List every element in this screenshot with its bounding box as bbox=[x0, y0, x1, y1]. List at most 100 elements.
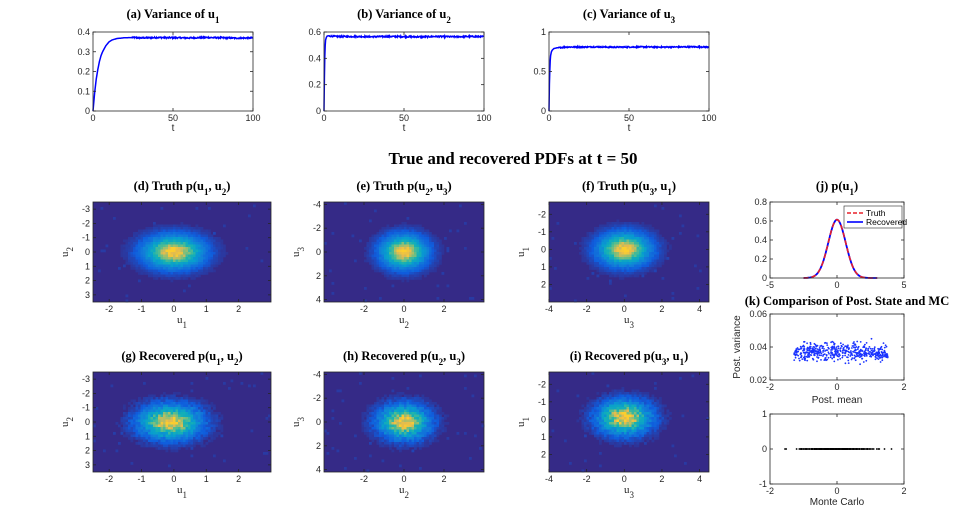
heatmap-cell bbox=[399, 234, 402, 238]
heatmap-cell bbox=[401, 444, 405, 448]
heatmap-cell bbox=[205, 417, 209, 420]
panel-b-ytick-label: 0.6 bbox=[308, 27, 321, 37]
heatmap-cell bbox=[133, 237, 136, 240]
heatmap-cell bbox=[411, 224, 415, 228]
heatmap-cell bbox=[389, 239, 392, 243]
heatmap-cell bbox=[163, 269, 166, 273]
heatmap-cell bbox=[198, 274, 201, 278]
panel-i-ytick-label: 1 bbox=[541, 432, 546, 442]
heatmap-cell bbox=[193, 414, 196, 418]
heatmap-cell bbox=[684, 462, 687, 465]
panel-e-ytick-label: 4 bbox=[316, 295, 321, 305]
heatmap-cell bbox=[401, 222, 405, 225]
heatmap-cell bbox=[651, 417, 655, 420]
heatmap-cell bbox=[215, 254, 219, 258]
heatmap-cell bbox=[185, 234, 189, 238]
heatmap-cell bbox=[389, 264, 392, 268]
heatmap-cell bbox=[138, 257, 141, 260]
heatmap-cell bbox=[399, 427, 402, 430]
heatmap-cell bbox=[379, 229, 382, 233]
heatmap-cell bbox=[168, 264, 171, 268]
heatmap-cell bbox=[135, 232, 139, 235]
scatter-point bbox=[851, 347, 853, 349]
heatmap-cell bbox=[391, 229, 395, 233]
scatter-point bbox=[858, 353, 861, 356]
heatmap-cell bbox=[391, 389, 395, 393]
heatmap-cell bbox=[644, 414, 647, 418]
heatmap-cell bbox=[163, 444, 166, 448]
heatmap-cell bbox=[634, 264, 637, 268]
scatter-point bbox=[881, 359, 884, 362]
heatmap-cell bbox=[426, 262, 430, 265]
heatmap-cell bbox=[123, 427, 126, 430]
heatmap-cell bbox=[649, 257, 652, 260]
scatter-point bbox=[828, 352, 830, 355]
heatmap-cell bbox=[604, 437, 607, 440]
heatmap-cell bbox=[123, 429, 126, 433]
heatmap-cell bbox=[414, 239, 417, 243]
heatmap-cell bbox=[419, 437, 422, 440]
panel-a-xtick-label: 100 bbox=[245, 113, 260, 123]
heatmap-cell bbox=[158, 249, 161, 253]
heatmap-cell bbox=[103, 249, 106, 253]
heatmap-cell bbox=[419, 242, 422, 245]
heatmap-cell bbox=[584, 254, 587, 258]
heatmap-cell bbox=[391, 417, 395, 420]
heatmap-cell bbox=[614, 437, 617, 440]
heatmap-cell bbox=[634, 397, 637, 400]
heatmap-cell bbox=[419, 264, 422, 268]
heatmap-cell bbox=[180, 432, 184, 435]
heatmap-cell bbox=[210, 264, 214, 268]
heatmap-cell bbox=[406, 259, 410, 263]
heatmap-cell bbox=[396, 259, 400, 263]
scatter-point bbox=[824, 357, 827, 359]
heatmap-cell bbox=[599, 452, 602, 455]
scatter-point bbox=[881, 356, 883, 358]
heatmap-cell bbox=[213, 252, 216, 255]
heatmap-cell bbox=[646, 397, 650, 400]
heatmap-cell bbox=[644, 269, 647, 273]
heatmap-cell bbox=[188, 234, 191, 238]
heatmap-cell bbox=[391, 259, 395, 263]
heatmap-cell bbox=[213, 259, 216, 263]
heatmap-cell bbox=[419, 254, 422, 258]
heatmap-cell bbox=[599, 407, 602, 410]
heatmap-cell bbox=[611, 224, 615, 228]
heatmap-cell bbox=[626, 242, 630, 245]
heatmap-cell bbox=[384, 444, 387, 448]
heatmap-cell bbox=[165, 437, 169, 440]
heatmap-cell bbox=[200, 254, 204, 258]
heatmap-cell bbox=[386, 434, 390, 438]
heatmap-cell bbox=[399, 267, 402, 270]
panel-a-xtick-label: 50 bbox=[168, 113, 178, 123]
heatmap-cell bbox=[651, 239, 655, 243]
heatmap-cell bbox=[411, 427, 415, 430]
heatmap-cell bbox=[376, 434, 380, 438]
heatmap-cell bbox=[426, 419, 430, 423]
heatmap-cell bbox=[170, 234, 174, 238]
panel-g-ytick-label: 3 bbox=[85, 460, 90, 470]
panel-f-axes-box bbox=[548, 201, 710, 303]
heatmap-cell bbox=[210, 422, 214, 425]
heatmap-cell bbox=[220, 429, 224, 433]
heatmap-cell bbox=[123, 404, 126, 408]
heatmap-cell bbox=[421, 437, 425, 440]
heatmap-cell bbox=[183, 242, 186, 245]
heatmap-cell bbox=[223, 252, 226, 255]
heatmap-cell bbox=[644, 399, 647, 403]
heatmap-cell bbox=[386, 259, 390, 263]
heatmap-cell bbox=[421, 424, 425, 428]
heatmap-cell bbox=[439, 249, 442, 253]
heatmap-cell bbox=[441, 417, 445, 420]
heatmap-cell bbox=[401, 259, 405, 263]
heatmap-cell bbox=[180, 414, 184, 418]
heatmap-cell bbox=[624, 272, 627, 275]
scatter-point bbox=[839, 347, 842, 350]
scatter-point bbox=[854, 343, 856, 346]
heatmap-cell bbox=[381, 444, 385, 448]
heatmap-cell bbox=[626, 247, 630, 250]
heatmap-cell bbox=[386, 244, 390, 248]
heatmap-cell bbox=[165, 237, 169, 240]
heatmap-cell bbox=[170, 434, 174, 438]
heatmap-cell bbox=[654, 249, 657, 253]
